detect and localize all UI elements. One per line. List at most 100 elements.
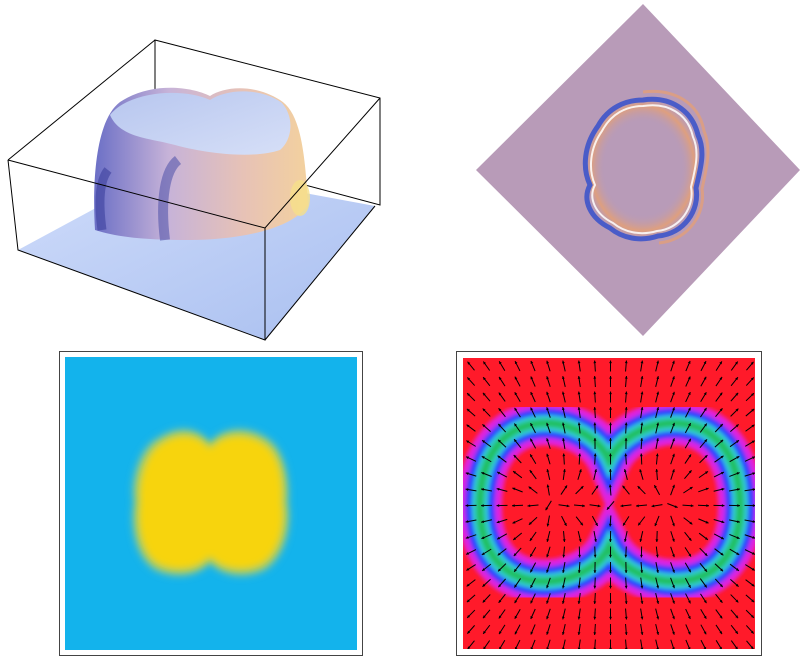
vector-arrowhead [624,360,628,364]
vector-arrowhead [735,568,739,571]
vector-arrowhead [719,376,723,380]
vector-arrowhead [640,585,644,589]
vector-arrowhead [706,504,709,508]
vector-arrowhead [481,504,484,507]
vector-arrowhead [751,583,755,587]
vector-arrowhead [751,393,754,397]
vector-arrowhead [564,522,567,526]
vector-arrowhead [704,537,708,540]
vector-arrowhead [499,361,502,365]
vector-arrowhead [608,539,612,542]
vector-arrowhead [608,484,612,488]
vector-arrowhead [672,554,675,558]
vector-arrowhead [752,520,755,523]
vector-arrowhead [562,438,565,441]
vector-arrowhead [561,616,565,620]
vector-arrowhead [721,487,725,491]
vector-arrowhead [624,376,628,379]
vector-arrowhead [546,376,549,380]
vector-arrowhead [672,569,675,573]
vector-arrowhead [530,584,533,588]
vector-arrowhead [530,569,533,573]
vector-arrowhead [703,631,707,635]
vector-arrowhead [750,361,754,365]
vector-arrowhead [514,439,517,443]
vector-arrowhead [482,599,486,603]
vector-arrowhead [720,455,724,459]
vector-arrowhead [672,391,675,395]
vector-arrowhead [703,392,707,396]
heatmap-blob [138,434,285,570]
vector-arrowhead [689,487,693,490]
vector-arrowhead [736,472,740,475]
vector-arrowhead [736,536,740,539]
vector-arrowhead [577,570,581,573]
vector-arrowhead [561,376,565,380]
vector-arrowhead [609,585,612,589]
vector-arrowhead [498,376,502,380]
vector-arrowhead [639,453,643,457]
vector-arrowhead [654,485,657,489]
vector-arrowhead [704,553,708,556]
vector-arrowhead [514,392,518,396]
vector-arrowhead [577,601,581,604]
vector-arrowhead [530,616,534,620]
vector-arrowhead [514,615,518,619]
surface-top [110,91,291,155]
vector-arrowhead [545,507,549,511]
vector-arrowhead [465,488,469,491]
vector-arrowhead [655,539,659,542]
vector-arrowhead [640,554,643,558]
vector-arrowhead [703,646,707,649]
vector-arrowhead [624,554,628,558]
vector-arrowhead [752,504,755,507]
vector-arrowhead [719,392,723,396]
vector-arrowhead [546,554,550,558]
vector-arrowhead [498,423,502,427]
vector-arrowhead [624,539,627,542]
vector-arrowhead [514,631,518,635]
vector-arrowhead [672,523,675,527]
vector-arrowhead [562,570,565,573]
vector-arrowhead [656,616,660,620]
vector-arrowhead [719,423,723,427]
vector-arrowhead [624,453,628,457]
vector-arrowhead [735,440,739,444]
vector-arrowhead [580,522,583,526]
vector-arrowhead [513,537,517,540]
vector-arrowhead [624,570,628,573]
surface-plot-svg [7,39,381,341]
vector-arrowhead [465,520,469,523]
vector-arrowhead [498,584,502,588]
vector-arrowhead [497,536,501,540]
vector-arrowhead [704,455,708,459]
vector-arrowhead [674,505,678,508]
vector-arrowhead [687,360,691,364]
vector-arrowhead [655,453,659,457]
vector-arrowhead [577,632,581,635]
vector-arrowhead [720,439,724,443]
vector-arrowhead [703,376,707,380]
vector-arrowhead [737,488,740,491]
vector-arrowhead [703,407,707,411]
vector-arrowhead [672,600,675,604]
vector-arrowhead [688,407,691,411]
diamond-density-plot [470,0,800,345]
vector-arrowhead [704,439,708,443]
vector-arrowhead [467,361,471,365]
vector-arrowhead [720,536,724,540]
vector-arrowhead [656,407,660,411]
vector-arrowhead [481,536,485,539]
vector-arrowhead [597,504,601,508]
vector-arrowhead [624,422,628,426]
heatmap-plot [59,351,363,656]
vector-arrowhead [688,470,692,474]
vector-arrowhead [624,391,628,395]
vector-arrowhead [496,487,500,491]
vector-arrowhead [721,520,725,524]
vector-arrowhead [546,360,550,364]
vector-arrowhead [622,485,626,489]
vector-arrowhead [735,599,739,603]
vector-arrowhead [750,646,754,649]
vector-arrowhead [528,521,532,525]
